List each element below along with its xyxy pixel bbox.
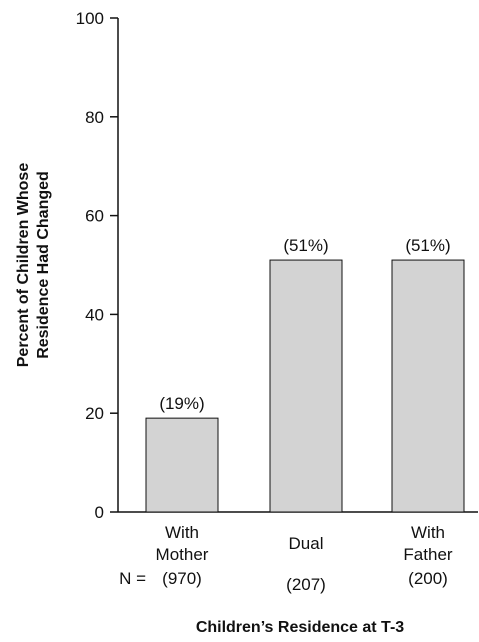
- bars: [145, 259, 465, 513]
- value-labels: (19%) (51%) (51%): [159, 236, 450, 413]
- y-axis-title-line: Percent of Children Whose: [15, 163, 32, 368]
- n-labels: N = (970) (207) (200): [119, 569, 448, 594]
- x-category-label: Mother: [156, 545, 209, 564]
- x-category-label: With: [411, 523, 445, 542]
- y-axis-title: Percent of Children Whose Residence Had C…: [15, 163, 52, 368]
- n-prefix-label: N =: [119, 569, 146, 588]
- y-tick-label: 0: [95, 503, 104, 522]
- x-category-label: With: [165, 523, 199, 542]
- bar-value-label: (19%): [159, 394, 204, 413]
- n-label: (970): [162, 569, 202, 588]
- y-tick-label: 60: [85, 207, 104, 226]
- x-axis-title: Children’s Residence at T-3: [196, 619, 404, 636]
- n-label: (200): [408, 569, 448, 588]
- n-label: (207): [286, 575, 326, 594]
- y-axis-ticks: 0 20 40 60 80 100: [76, 9, 118, 522]
- y-axis-title-line: Residence Had Changed: [35, 171, 52, 359]
- x-category-label: Dual: [289, 534, 324, 553]
- y-tick-label: 40: [85, 305, 104, 324]
- bar-value-label: (51%): [283, 236, 328, 255]
- bar-value-label: (51%): [405, 236, 450, 255]
- bar: [391, 259, 465, 513]
- bar: [269, 259, 343, 513]
- y-tick-label: 80: [85, 108, 104, 127]
- bar: [145, 417, 219, 513]
- category-labels: With Mother Dual With Father: [156, 523, 453, 564]
- x-category-label: Father: [403, 545, 452, 564]
- y-tick-label: 20: [85, 404, 104, 423]
- y-tick-label: 100: [76, 9, 104, 28]
